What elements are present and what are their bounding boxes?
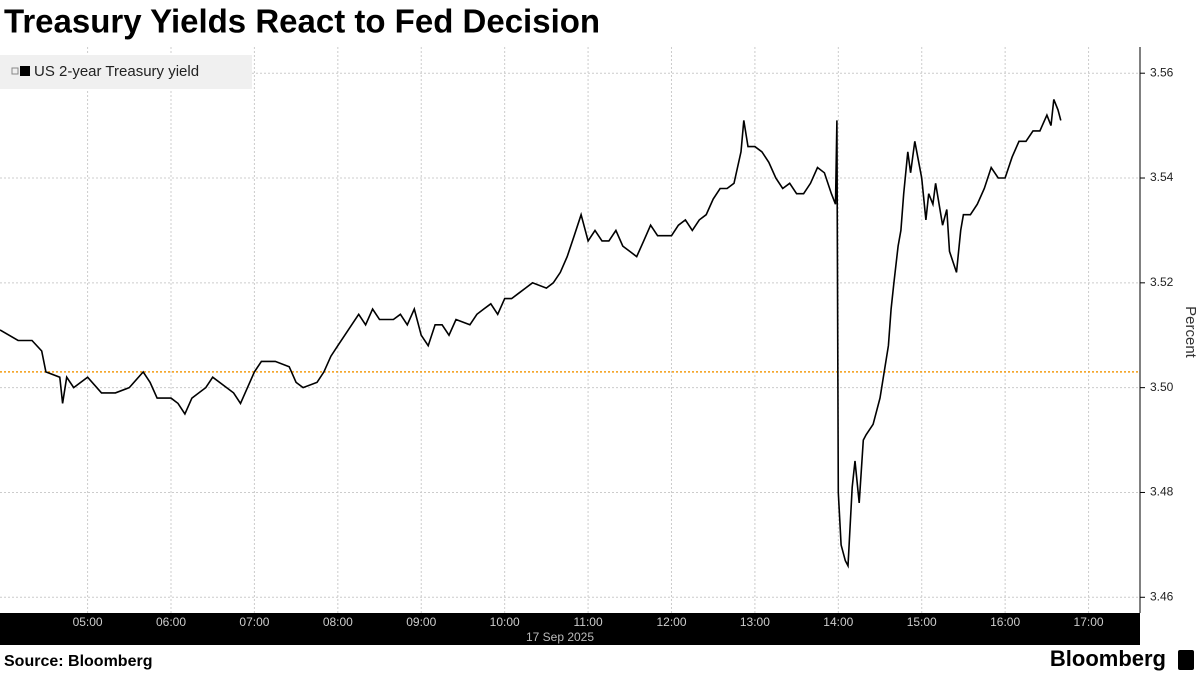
y-tick-label: 3.56 [1150, 65, 1174, 79]
y-tick-label: 3.54 [1150, 170, 1174, 184]
x-tick-label: 10:00 [490, 615, 520, 629]
series-line [0, 99, 1062, 569]
x-tick-label: 14:00 [823, 615, 853, 629]
chart-title: Treasury Yields React to Fed Decision [4, 3, 600, 40]
x-axis-band [0, 613, 1140, 645]
x-tick-label: 11:00 [574, 615, 603, 629]
y-tick-label: 3.46 [1150, 589, 1174, 603]
y-tick-label: 3.50 [1150, 380, 1174, 394]
legend-icon [11, 67, 19, 75]
legend-box [0, 55, 252, 89]
x-date-label: 17 Sep 2025 [526, 630, 594, 644]
x-tick-label: 16:00 [990, 615, 1020, 629]
x-tick-label: 09:00 [406, 615, 436, 629]
source: Source: Bloomberg [4, 653, 152, 670]
x-tick-label: 15:00 [907, 615, 937, 629]
brand: Bloomberg [1050, 646, 1166, 671]
x-tick-label: 17:00 [1074, 615, 1104, 629]
y-tick-label: 3.48 [1150, 485, 1174, 499]
y-tick-label: 3.52 [1150, 275, 1174, 289]
x-tick-label: 13:00 [740, 615, 770, 629]
legend-swatch [20, 66, 30, 76]
x-tick-label: 12:00 [656, 615, 686, 629]
legend-label: US 2-year Treasury yield [34, 63, 199, 80]
y-axis-title: Percent [1182, 306, 1199, 359]
x-tick-label: 08:00 [323, 615, 353, 629]
x-tick-label: 06:00 [156, 615, 186, 629]
x-tick-label: 07:00 [239, 615, 269, 629]
brand-icon [1178, 650, 1194, 670]
x-tick-label: 05:00 [73, 615, 103, 629]
